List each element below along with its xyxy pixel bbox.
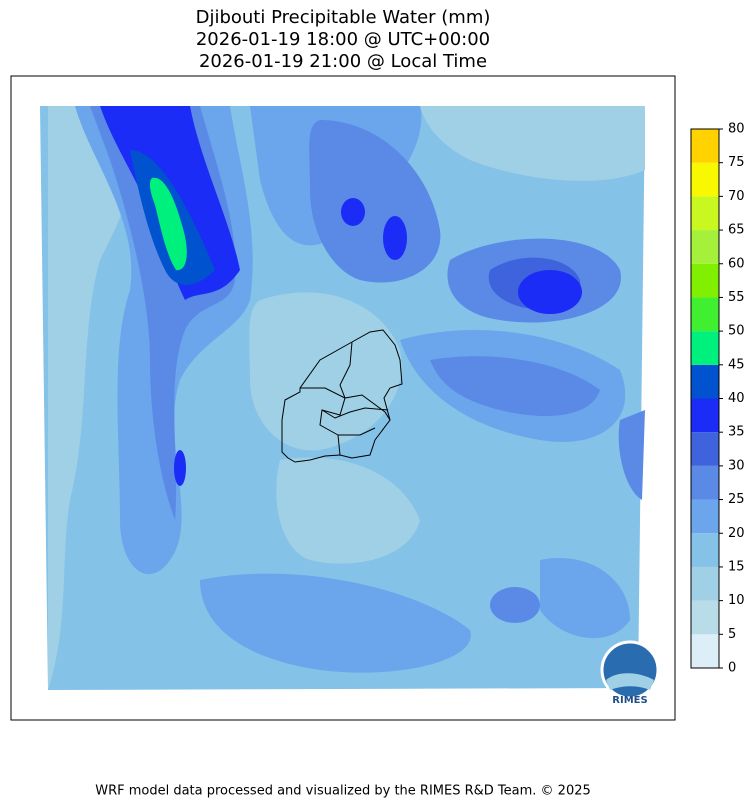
colorbar-tick-label: 50 xyxy=(728,324,745,339)
colorbar-tick-label: 40 xyxy=(728,391,745,406)
colorbar-segment xyxy=(691,432,719,466)
colorbar-tick-label: 70 xyxy=(728,189,745,204)
colorbar-tick-label: 35 xyxy=(728,425,745,440)
colorbar-segment xyxy=(691,263,719,298)
colorbar-segment xyxy=(691,364,719,399)
colorbar-tick-label: 55 xyxy=(728,290,745,305)
footer: WRF model data processed and visualized … xyxy=(95,784,591,799)
colorbar-tick-label: 30 xyxy=(728,458,745,473)
colorbar-tick-label: 45 xyxy=(728,357,745,372)
colorbar-segment xyxy=(691,230,719,264)
logo: RIMES xyxy=(600,640,660,706)
colorbar-segment xyxy=(691,600,719,635)
colorbar-segment xyxy=(691,634,719,668)
colorbar-segment xyxy=(691,297,719,332)
colorbar-segment xyxy=(691,499,719,534)
title-line: Djibouti Precipitable Water (mm) xyxy=(196,7,491,28)
colorbar-tick-label: 60 xyxy=(728,256,745,271)
colorbar-tick-label: 65 xyxy=(728,223,745,238)
country-border xyxy=(281,329,403,463)
colorbar-segment xyxy=(691,129,719,163)
colorbar-tick-label: 20 xyxy=(728,526,745,541)
colorbar-segment xyxy=(691,566,719,601)
colorbar-tick-label: 5 xyxy=(728,627,736,642)
map-field xyxy=(40,106,645,690)
colorbar-segment xyxy=(691,398,719,433)
colorbar-segment xyxy=(691,465,719,500)
logo-text: RIMES xyxy=(612,695,647,706)
colorbar-segment xyxy=(691,533,719,567)
colorbar-tick-label: 0 xyxy=(728,661,736,676)
colorbar-tick-label: 80 xyxy=(728,122,745,137)
colorbar-segment xyxy=(691,162,719,197)
colorbar-segment xyxy=(691,331,719,365)
title-line: 2026-01-19 18:00 @ UTC+00:00 xyxy=(196,29,490,50)
title-line: 2026-01-19 21:00 @ Local Time xyxy=(199,51,487,72)
colorbar-segment xyxy=(691,196,719,231)
colorbar: 0 5 10 15 20 25 30 35 40 45 50 55 60 65 70 75 80 xyxy=(690,122,745,676)
colorbar-tick-label: 10 xyxy=(728,593,745,608)
colorbar-tick-label: 25 xyxy=(728,492,745,507)
colorbar-tick-label: 75 xyxy=(728,155,745,170)
colorbar-tick-label: 15 xyxy=(728,559,745,574)
